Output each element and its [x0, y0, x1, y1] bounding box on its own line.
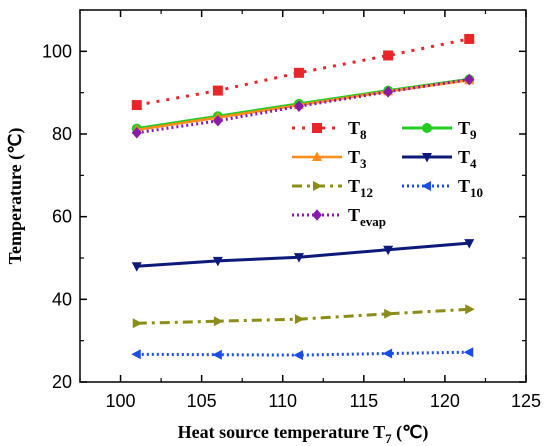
data-point-T12 [384, 308, 394, 319]
y-tick-label: 20 [52, 372, 72, 392]
data-point-Tevap [293, 100, 304, 113]
data-point-T12 [294, 314, 305, 325]
series-layer [131, 33, 475, 361]
x-tick-label: 105 [187, 391, 217, 411]
data-point-T10 [212, 349, 222, 360]
data-point-Tevap [383, 86, 394, 98]
y-tick-label: 80 [52, 124, 72, 144]
data-point-T12 [465, 304, 475, 315]
series-line-T10 [136, 350, 470, 357]
series-T8 [131, 33, 475, 111]
x-tick-label: 120 [430, 391, 460, 411]
legend-marker [422, 123, 432, 133]
axes-layer: 100 105 110 115 120 125 20 40 60 80 100 [42, 9, 541, 411]
legend-marker [313, 181, 323, 191]
legend-marker [312, 209, 322, 221]
legend-item-Tevap: Tevap [292, 205, 386, 229]
x-tick-label: 115 [349, 391, 378, 411]
y-tick-label: 100 [42, 41, 72, 61]
data-point-Tevap [212, 115, 223, 127]
legend-label: T12 [348, 176, 373, 200]
series-T12 [132, 304, 475, 329]
legend-item-T8: T8 [292, 118, 367, 142]
data-point-T8 [293, 67, 304, 78]
legend-item-T10: T10 [402, 176, 483, 200]
y-tick-label: 60 [52, 207, 72, 227]
axis-titles: Heat source temperature T7 (℃) Temperatur… [5, 128, 428, 446]
legend-label: T4 [458, 147, 477, 171]
y-axis-title: Temperature (℃) [5, 128, 26, 265]
legend-item-T9: T9 [402, 118, 477, 142]
legend-label: T3 [348, 147, 367, 171]
data-point-T4 [383, 245, 394, 256]
legend: T8 T9 T3 T4 T12 T10 Tevap [292, 118, 483, 229]
data-point-T8 [464, 33, 475, 44]
data-point-T10 [131, 349, 141, 360]
legend-label: T8 [348, 118, 367, 142]
legend-label: T10 [458, 176, 483, 200]
series-line-Tevap [136, 77, 470, 135]
data-point-T10 [463, 347, 474, 358]
series-T10 [131, 347, 474, 361]
x-axis-title: Heat source temperature T7 (℃) [178, 422, 429, 446]
data-point-T4 [131, 262, 142, 272]
plot-frame [79, 9, 527, 383]
x-tick-label: 110 [268, 391, 297, 411]
x-tick-label: 100 [106, 391, 136, 411]
data-point-T8 [131, 100, 142, 111]
series-T4 [131, 239, 475, 272]
data-point-T10 [293, 350, 303, 361]
data-point-T12 [132, 318, 143, 329]
legend-marker [312, 123, 322, 133]
y-tick-label: 40 [52, 289, 72, 309]
legend-item-T4: T4 [402, 147, 477, 171]
data-point-T4 [212, 256, 223, 267]
data-point-T4 [293, 253, 304, 263]
series-Tevap [131, 73, 475, 139]
data-point-T10 [382, 348, 393, 359]
legend-marker [422, 153, 432, 163]
legend-label: Tevap [348, 205, 386, 229]
data-point-T12 [213, 316, 224, 327]
data-point-Tevap [131, 127, 142, 139]
legend-marker [421, 181, 431, 191]
data-point-T8 [383, 50, 394, 61]
legend-item-T3: T3 [292, 147, 367, 171]
legend-marker [312, 151, 322, 161]
data-point-T4 [464, 239, 475, 249]
series-line-T12 [136, 307, 470, 325]
data-point-T8 [212, 85, 223, 96]
data-point-Tevap [464, 73, 475, 86]
legend-label: T9 [458, 118, 477, 142]
x-tick-label: 125 [511, 391, 541, 411]
legend-item-T12: T12 [292, 176, 373, 200]
